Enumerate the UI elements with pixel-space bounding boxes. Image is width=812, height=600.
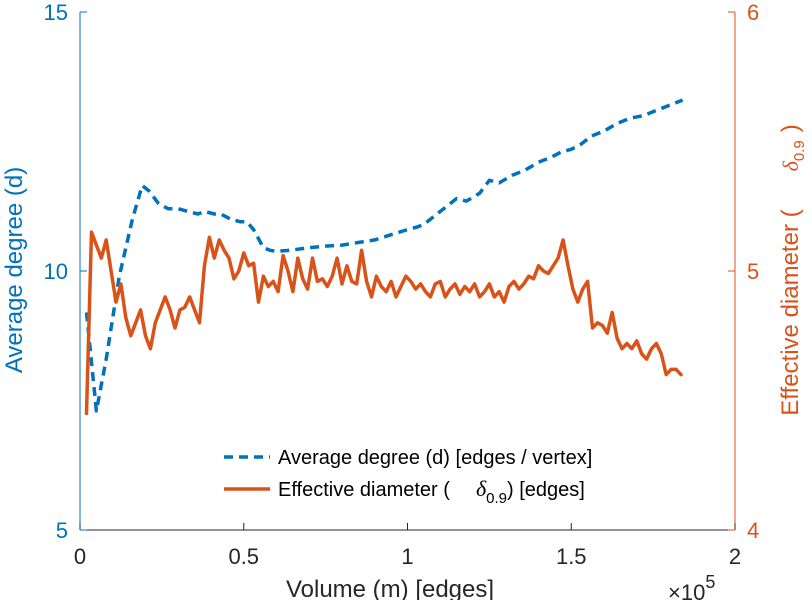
y-left-tick-label: 15 xyxy=(44,0,68,25)
series-layer xyxy=(84,98,684,416)
x-axis-label: Volume (m) [edges] xyxy=(286,576,494,600)
x-exponent-base: ×10 xyxy=(668,580,705,600)
y-right-tick-label: 6 xyxy=(747,0,759,25)
y-left-axis-label: Average degree (d) xyxy=(1,167,28,373)
y-right-label-end: ) xyxy=(777,124,804,132)
legend-ed-text: Effective diameter ( xyxy=(278,479,450,501)
series-line-average-degree xyxy=(84,98,684,413)
y-left-tick-label: 5 xyxy=(56,518,68,543)
legend-label-effective-diameter: Effective diameter ( δ0.9) [edges] xyxy=(278,476,585,507)
legend-ed-end: ) [edges] xyxy=(507,479,585,501)
legend-ed-subscript: 0.9 xyxy=(486,490,507,507)
ticks-layer: 0 0.5 1 1.5 2 5 10 15 4 5 6 xyxy=(44,0,760,569)
y-right-axis-label: Effective diameter ( δ0.9) xyxy=(777,124,808,415)
y-left-tick-label: 10 xyxy=(44,259,68,284)
y-right-tick-label: 4 xyxy=(747,518,759,543)
x-exponent-power: 5 xyxy=(705,572,715,592)
legend-label-average-degree: Average degree (d) [edges / vertex] xyxy=(278,447,592,469)
series-line-effective-diameter xyxy=(84,230,683,416)
x-tick-label: 2 xyxy=(729,544,741,569)
legend: Average degree (d) [edges / vertex] Effe… xyxy=(224,447,592,507)
legend-ed-delta: δ xyxy=(476,476,487,501)
x-tick-label: 1.5 xyxy=(556,544,587,569)
x-tick-label: 1 xyxy=(401,544,413,569)
y-right-label-delta: δ xyxy=(778,160,803,171)
x-tick-label: 0 xyxy=(74,544,86,569)
x-tick-label: 0.5 xyxy=(228,544,259,569)
y-right-label-subscript: 0.9 xyxy=(791,140,808,161)
x-axis-exponent: ×105 xyxy=(668,572,715,600)
y-right-label-text: Effective diameter ( xyxy=(777,209,804,415)
y-right-tick-label: 5 xyxy=(747,259,759,284)
